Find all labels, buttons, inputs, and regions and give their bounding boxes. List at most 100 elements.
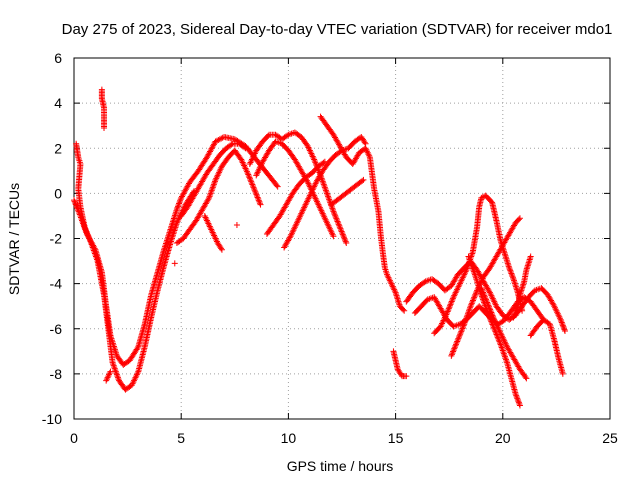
data-point: [333, 215, 340, 222]
data-point: [451, 345, 458, 352]
series-arc-6: [246, 129, 350, 247]
data-point: [514, 396, 521, 403]
data-point: [254, 194, 261, 201]
data-point: [515, 399, 522, 406]
data-point: [479, 288, 486, 295]
data-point: [205, 196, 212, 203]
data-point: [336, 224, 343, 231]
data-point: [516, 402, 523, 409]
data-point: [174, 204, 181, 211]
data-point: [447, 301, 454, 308]
data-point: [514, 395, 521, 402]
data-point: [255, 197, 262, 204]
data-point: [508, 271, 515, 278]
data-point: [483, 298, 490, 305]
data-point: [252, 188, 259, 195]
data-point: [82, 225, 89, 232]
y-tick-label: 4: [54, 95, 62, 111]
data-point: [256, 200, 263, 207]
data-point: [483, 296, 490, 303]
series-arc-20: [98, 86, 367, 384]
data-point: [87, 238, 94, 245]
data-point: [245, 172, 252, 179]
y-tick-label: -2: [50, 231, 63, 247]
data-point: [460, 324, 467, 331]
data-point: [509, 273, 516, 280]
data-point: [459, 325, 466, 332]
data-point: [468, 300, 475, 307]
y-tick-label: 0: [54, 185, 62, 201]
data-points: [71, 86, 568, 409]
data-point: [484, 300, 491, 307]
data-point: [469, 297, 476, 304]
data-point: [273, 182, 280, 189]
data-point: [257, 201, 264, 208]
series-arc-13: [411, 294, 547, 330]
data-point: [481, 293, 488, 300]
data-point: [467, 303, 474, 310]
data-point: [171, 260, 178, 267]
data-point: [456, 332, 463, 339]
x-tick-label: 0: [70, 430, 78, 446]
data-point: [249, 181, 256, 188]
data-point: [510, 314, 517, 321]
data-point: [247, 175, 254, 182]
data-point: [468, 301, 475, 308]
data-point: [340, 232, 347, 239]
data-point: [472, 291, 479, 298]
data-point: [86, 235, 93, 242]
data-point: [274, 183, 281, 190]
data-point: [488, 198, 495, 205]
y-tick-label: -8: [50, 366, 63, 382]
data-point: [85, 234, 92, 241]
data-point: [494, 334, 501, 341]
data-point: [450, 348, 457, 355]
data-point: [81, 224, 88, 231]
data-point: [448, 299, 455, 306]
data-point: [331, 211, 338, 218]
data-point: [561, 328, 568, 335]
y-tick-label: 6: [54, 50, 62, 66]
x-axis-label: GPS time / hours: [287, 458, 394, 474]
series-arc-11: [390, 348, 410, 380]
data-point: [321, 158, 328, 165]
chart-title: Day 275 of 2023, Sidereal Day-to-day VTE…: [62, 21, 613, 38]
data-point: [265, 132, 272, 139]
data-point: [497, 340, 504, 347]
data-point: [311, 156, 318, 163]
data-point: [559, 322, 566, 329]
data-point: [242, 145, 249, 152]
data-point: [453, 341, 460, 348]
data-point: [446, 304, 453, 311]
data-point: [519, 307, 526, 314]
data-point: [253, 191, 260, 198]
y-tick-label: -10: [42, 411, 62, 427]
data-point: [450, 347, 457, 354]
data-point: [515, 398, 522, 405]
series-arc-3: [173, 147, 264, 247]
data-point: [478, 286, 485, 293]
series-arc-18: [527, 316, 566, 377]
data-point: [457, 329, 464, 336]
data-point: [175, 201, 182, 208]
data-point: [252, 190, 259, 197]
data-point: [247, 177, 254, 184]
data-point: [177, 196, 184, 203]
data-point: [245, 171, 252, 178]
data-point: [444, 308, 451, 315]
data-point: [513, 392, 520, 399]
data-point: [495, 337, 502, 344]
data-point: [400, 306, 407, 313]
data-point: [251, 185, 258, 192]
data-point: [513, 306, 520, 313]
data-point: [471, 294, 478, 301]
data-point: [451, 344, 458, 351]
data-point: [329, 200, 336, 207]
y-tick-label: -4: [50, 276, 63, 292]
data-point: [480, 290, 487, 297]
data-point: [558, 319, 565, 326]
data-point: [448, 298, 455, 305]
data-point: [107, 368, 114, 375]
data-point: [469, 298, 476, 305]
data-point: [513, 307, 520, 314]
